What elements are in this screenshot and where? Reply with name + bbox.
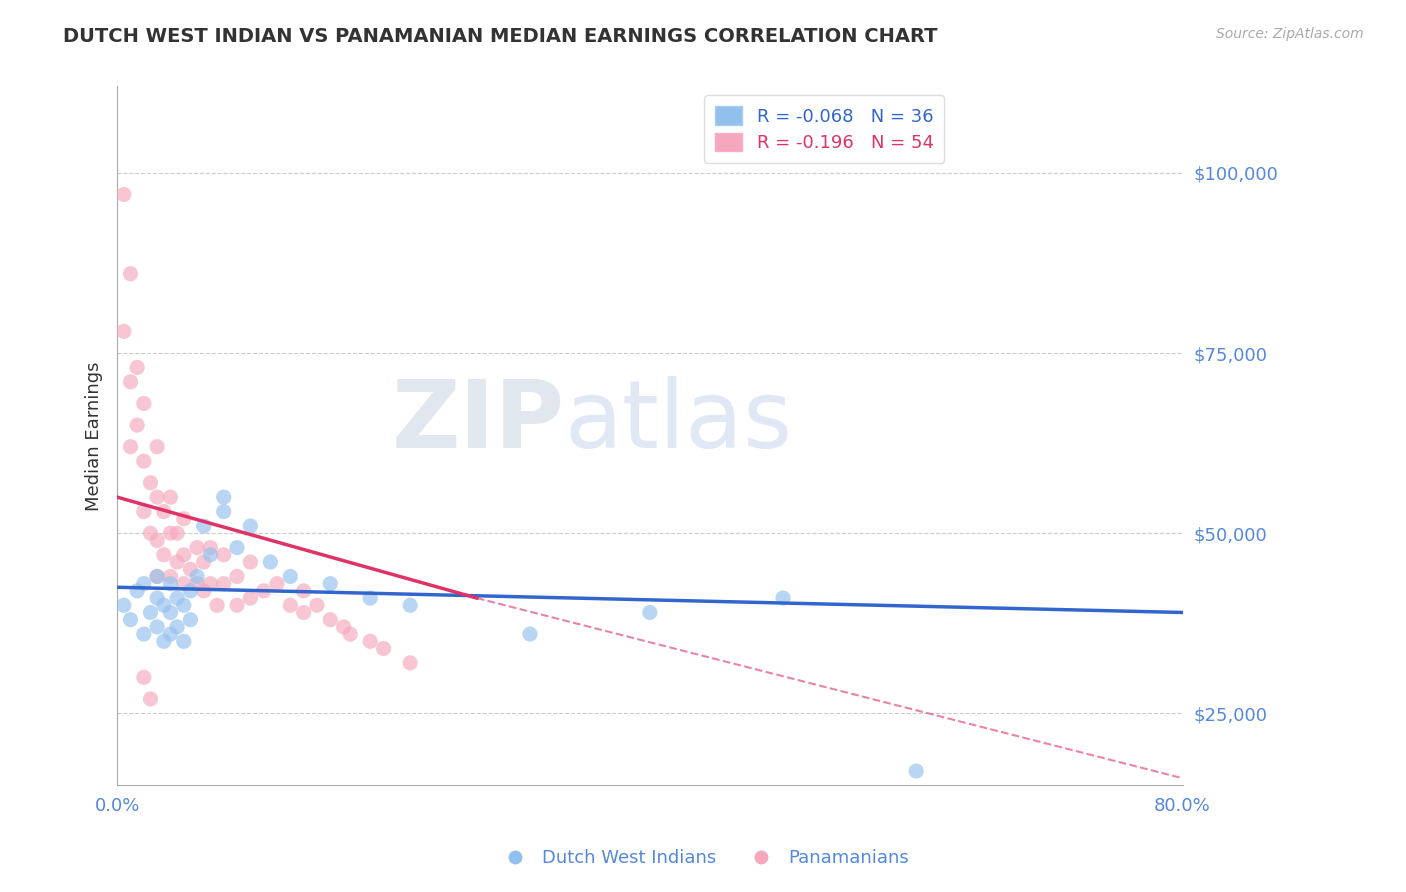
Point [139,526,162,541]
Point [166,591,188,605]
Point [226,599,249,613]
Point [132,576,155,591]
Point [292,606,315,620]
Point [339,627,361,641]
Point [319,576,342,591]
Point [132,454,155,468]
Point [200,548,222,562]
Point [179,562,201,576]
Point [120,613,142,627]
Point [266,576,288,591]
Point [278,569,301,583]
Point [399,656,422,670]
Point [127,360,149,375]
Point [173,512,195,526]
Point [139,606,162,620]
Point [112,187,135,202]
Point [166,620,188,634]
Point [112,599,135,613]
Point [373,641,395,656]
Point [226,541,249,555]
Point [112,325,135,339]
Point [226,569,249,583]
Point [166,526,188,541]
Point [253,583,276,598]
Point [139,475,162,490]
Text: atlas: atlas [565,376,793,468]
Point [278,599,301,613]
Point [173,576,195,591]
Point [159,606,181,620]
Point [193,583,215,598]
Point [146,490,169,504]
Point [359,591,381,605]
Point [159,576,181,591]
Point [212,576,235,591]
Point [139,692,162,706]
Point [200,541,222,555]
Point [120,375,142,389]
Point [772,591,794,605]
Text: ZIP: ZIP [392,376,565,468]
Point [152,548,174,562]
Point [319,613,342,627]
Point [152,505,174,519]
Legend: R = -0.068   N = 36, R = -0.196   N = 54: R = -0.068 N = 36, R = -0.196 N = 54 [704,95,945,163]
Text: Source: ZipAtlas.com: Source: ZipAtlas.com [1216,27,1364,41]
Point [127,583,149,598]
Point [127,418,149,433]
Point [205,599,228,613]
Text: DUTCH WEST INDIAN VS PANAMANIAN MEDIAN EARNINGS CORRELATION CHART: DUTCH WEST INDIAN VS PANAMANIAN MEDIAN E… [63,27,938,45]
Point [146,569,169,583]
Point [146,569,169,583]
Point [905,764,928,778]
Point [146,533,169,548]
Point [146,591,169,605]
Point [152,634,174,648]
Point [132,670,155,684]
Legend: Dutch West Indians, Panamanians: Dutch West Indians, Panamanians [489,842,917,874]
Point [193,519,215,533]
Point [186,541,208,555]
Point [159,526,181,541]
Point [173,634,195,648]
Point [179,583,201,598]
Point [519,627,541,641]
Point [146,620,169,634]
Point [193,555,215,569]
Point [359,634,381,648]
Point [200,576,222,591]
Point [173,548,195,562]
Point [239,591,262,605]
Point [239,555,262,569]
Point [239,519,262,533]
Point [173,599,195,613]
Point [292,583,315,598]
Point [132,505,155,519]
Y-axis label: Median Earnings: Median Earnings [86,361,103,510]
Point [159,627,181,641]
Point [166,555,188,569]
Point [212,505,235,519]
Point [186,576,208,591]
Point [159,490,181,504]
Point [132,396,155,410]
Point [179,613,201,627]
Point [120,267,142,281]
Point [638,606,661,620]
Point [132,627,155,641]
Point [120,440,142,454]
Point [186,569,208,583]
Point [212,490,235,504]
Point [159,569,181,583]
Point [305,599,328,613]
Point [259,555,281,569]
Point [152,599,174,613]
Point [146,440,169,454]
Point [399,599,422,613]
Point [332,620,354,634]
Point [212,548,235,562]
